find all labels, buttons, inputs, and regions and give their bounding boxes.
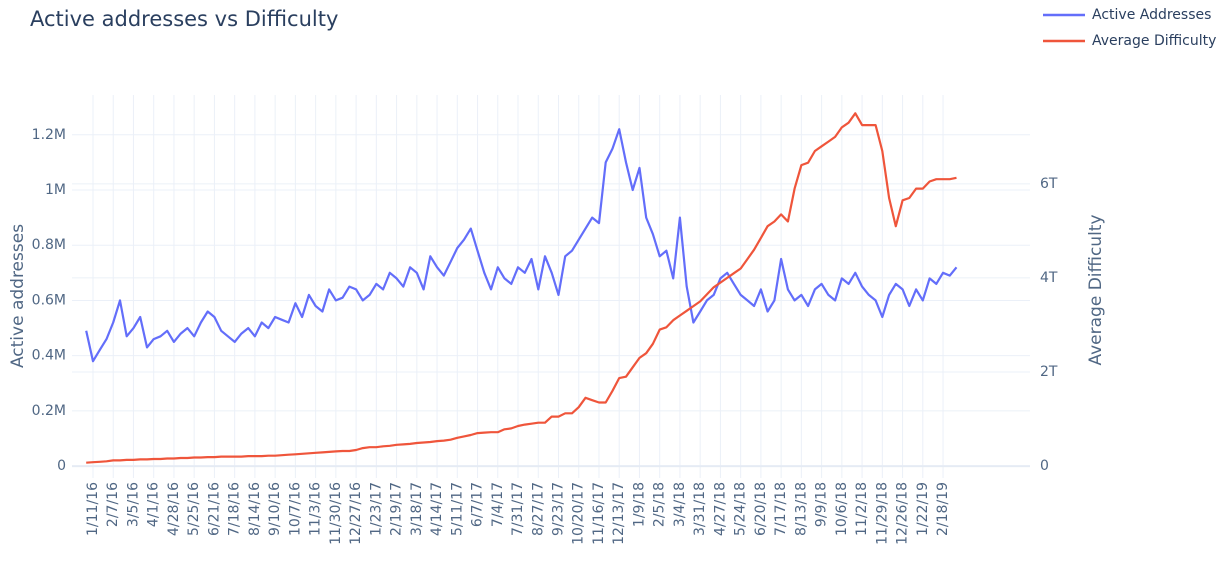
x-tick-label: 10/6/18 — [834, 482, 850, 536]
x-tick-label: 6/7/17 — [470, 482, 486, 527]
legend-label: Average Difficulty — [1092, 33, 1216, 49]
y2-axis-title: Average Difficulty — [1086, 214, 1106, 365]
y-tick-label: 0.8M — [32, 237, 66, 253]
x-tick-label: 3/31/18 — [692, 482, 708, 536]
series-line — [86, 112, 957, 464]
chart-title: Active addresses vs Difficulty — [30, 7, 338, 31]
x-tick-label: 5/24/18 — [733, 482, 749, 536]
y-tick-label: 0 — [57, 458, 66, 474]
x-tick-label: 12/13/17 — [611, 482, 627, 545]
x-tick-label: 4/28/16 — [166, 482, 182, 536]
x-tick-label: 4/14/17 — [429, 482, 445, 536]
x-tick-label: 6/20/18 — [753, 482, 769, 536]
x-tick-label: 10/20/17 — [571, 482, 587, 545]
x-tick-label: 8/27/17 — [530, 482, 546, 536]
x-tick-label: 11/3/16 — [308, 482, 324, 536]
x-tick-label: 1/9/18 — [631, 482, 647, 527]
y2-tick-label: 6T — [1040, 176, 1058, 192]
x-tick-label: 9/10/16 — [267, 482, 283, 536]
series-line — [85, 128, 958, 363]
y-tick-label: 1.2M — [32, 127, 66, 143]
y-tick-label: 1M — [45, 182, 66, 198]
y-axis-title: Active addresses — [8, 224, 28, 368]
y2-tick-label: 2T — [1040, 364, 1058, 380]
x-tick-label: 6/21/16 — [206, 482, 222, 536]
y2-tick-label: 0 — [1040, 458, 1049, 474]
x-tick-label: 7/17/18 — [773, 482, 789, 536]
x-tick-label: 11/29/18 — [874, 482, 890, 545]
y-tick-label: 0.4M — [32, 348, 66, 364]
legend-label: Active Addresses — [1092, 7, 1211, 23]
x-tick-label: 5/11/17 — [449, 482, 465, 536]
x-tick-label: 9/9/18 — [814, 482, 830, 527]
x-tick-label: 2/7/16 — [105, 482, 121, 527]
x-tick-label: 4/1/16 — [146, 482, 162, 527]
x-tick-label: 3/18/17 — [409, 482, 425, 536]
x-tick-label: 8/13/18 — [793, 482, 809, 536]
x-tick-label: 1/11/16 — [85, 482, 101, 536]
y2-tick-label: 4T — [1040, 270, 1058, 286]
x-tick-label: 11/16/17 — [591, 482, 607, 545]
x-tick-label: 5/25/16 — [186, 482, 202, 536]
x-tick-label: 1/22/19 — [915, 482, 931, 536]
x-tick-label: 1/23/17 — [368, 482, 384, 536]
y-tick-label: 0.6M — [32, 292, 66, 308]
x-tick-label: 7/31/17 — [510, 482, 526, 536]
x-tick-label: 12/27/16 — [348, 482, 364, 545]
x-tick-label: 7/4/17 — [490, 482, 506, 527]
x-tick-label: 2/18/19 — [935, 482, 951, 536]
x-tick-label: 11/2/18 — [854, 482, 870, 536]
x-tick-label: 8/14/16 — [247, 482, 263, 536]
y-tick-label: 0.2M — [32, 403, 66, 419]
x-tick-label: 12/26/18 — [895, 482, 911, 545]
x-tick-label: 2/5/18 — [652, 482, 668, 527]
x-tick-label: 11/30/16 — [328, 482, 344, 545]
x-tick-label: 7/18/16 — [227, 482, 243, 536]
x-tick-label: 2/19/17 — [389, 482, 405, 536]
x-tick-label: 3/5/16 — [125, 482, 141, 527]
x-tick-label: 10/7/16 — [287, 482, 303, 536]
x-tick-label: 9/23/17 — [550, 482, 566, 536]
x-tick-label: 4/27/18 — [712, 482, 728, 536]
x-tick-label: 3/4/18 — [672, 482, 688, 527]
